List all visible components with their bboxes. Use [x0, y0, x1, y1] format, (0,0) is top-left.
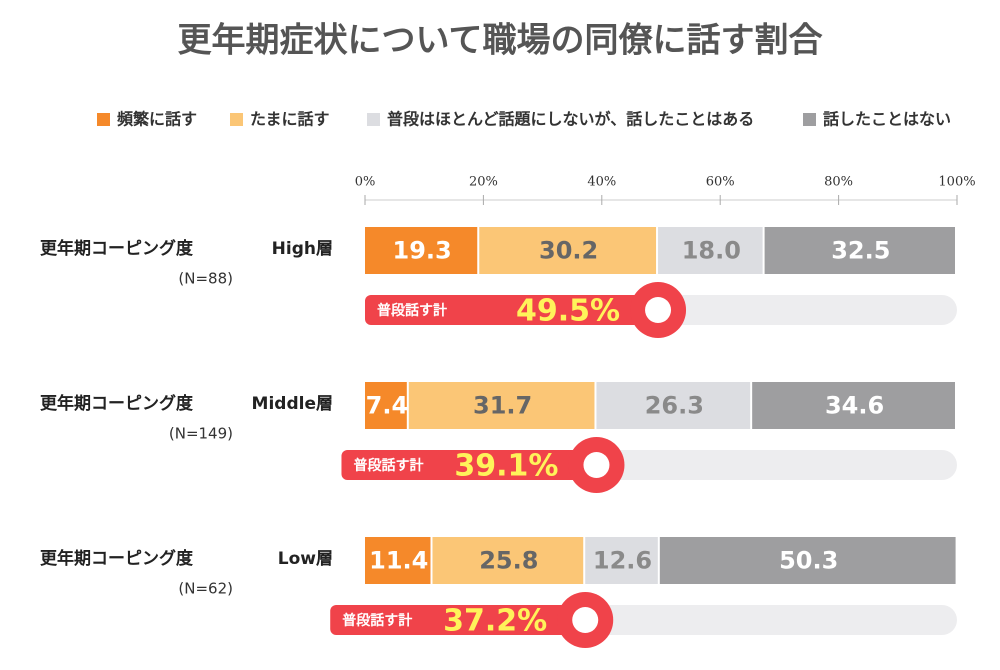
category-label: High層	[272, 239, 333, 259]
legend-label: 話したことはない	[823, 110, 951, 129]
total-knob	[583, 452, 610, 478]
bar-value-label: 11.4	[369, 547, 428, 575]
bar-value-label: 18.0	[682, 237, 741, 265]
bar-segment	[585, 537, 658, 584]
total-name: 普段話す計	[377, 302, 447, 319]
legend-label: 普段はほとんど話題にしないが、話したことはある	[387, 110, 754, 129]
sample-size: (N=149)	[169, 425, 233, 443]
bar-segment	[659, 537, 956, 584]
total-knob	[645, 297, 672, 323]
category-prefix: 更年期コーピング度	[40, 548, 194, 569]
category-prefix: 更年期コーピング度	[40, 238, 194, 259]
bar-segment	[408, 382, 595, 429]
bar-segment	[365, 382, 407, 429]
category-label: Low層	[278, 549, 333, 569]
bar-value-label: 31.7	[473, 392, 532, 420]
bar-value-label: 32.5	[831, 237, 890, 265]
bar-segment	[365, 227, 478, 274]
bar-value-label: 30.2	[539, 237, 598, 265]
total-knob	[572, 607, 599, 633]
bar-value-label: 19.3	[393, 237, 452, 265]
total-value: 49.5%	[516, 294, 620, 329]
bar-segment	[596, 382, 751, 429]
x-tick-label: 40%	[587, 175, 616, 190]
bar-segment	[365, 537, 431, 584]
total-bar	[330, 605, 586, 635]
total-name: 普段話す計	[342, 612, 412, 629]
total-bar	[365, 295, 659, 325]
total-value: 39.1%	[454, 449, 558, 484]
x-tick-label: 100%	[938, 175, 975, 190]
category-prefix: 更年期コーピング度	[40, 393, 194, 414]
legend-swatch	[367, 113, 380, 126]
sample-size: (N=88)	[178, 270, 233, 288]
bar-segment	[658, 227, 763, 274]
bar-value-label: 34.6	[825, 392, 884, 420]
bar-value-label: 12.6	[593, 547, 652, 575]
legend-swatch	[97, 113, 110, 126]
bar-value-label: 26.3	[645, 392, 704, 420]
x-tick-label: 0%	[355, 175, 376, 190]
bar-value-label: 25.8	[479, 547, 538, 575]
x-tick-label: 20%	[469, 175, 498, 190]
sample-size: (N=62)	[178, 580, 233, 598]
total-name: 普段話す計	[353, 457, 423, 474]
chart-title: 更年期症状について職場の同僚に話す割合	[178, 21, 824, 61]
bar-segment	[752, 382, 955, 429]
total-bar	[341, 450, 597, 480]
bar-value-label: 7.4	[366, 392, 409, 420]
legend-label: たまに話す	[250, 110, 330, 129]
legend-label: 頻繁に話す	[117, 110, 197, 129]
x-tick-label: 80%	[824, 175, 853, 190]
bar-segment	[479, 227, 657, 274]
x-tick-label: 60%	[706, 175, 735, 190]
bar-segment	[432, 537, 584, 584]
legend-swatch	[230, 113, 243, 126]
category-label: Middle層	[252, 394, 333, 414]
total-value: 37.2%	[443, 604, 547, 639]
bar-segment	[764, 227, 955, 274]
bar-value-label: 50.3	[779, 547, 838, 575]
legend-swatch	[803, 113, 816, 126]
